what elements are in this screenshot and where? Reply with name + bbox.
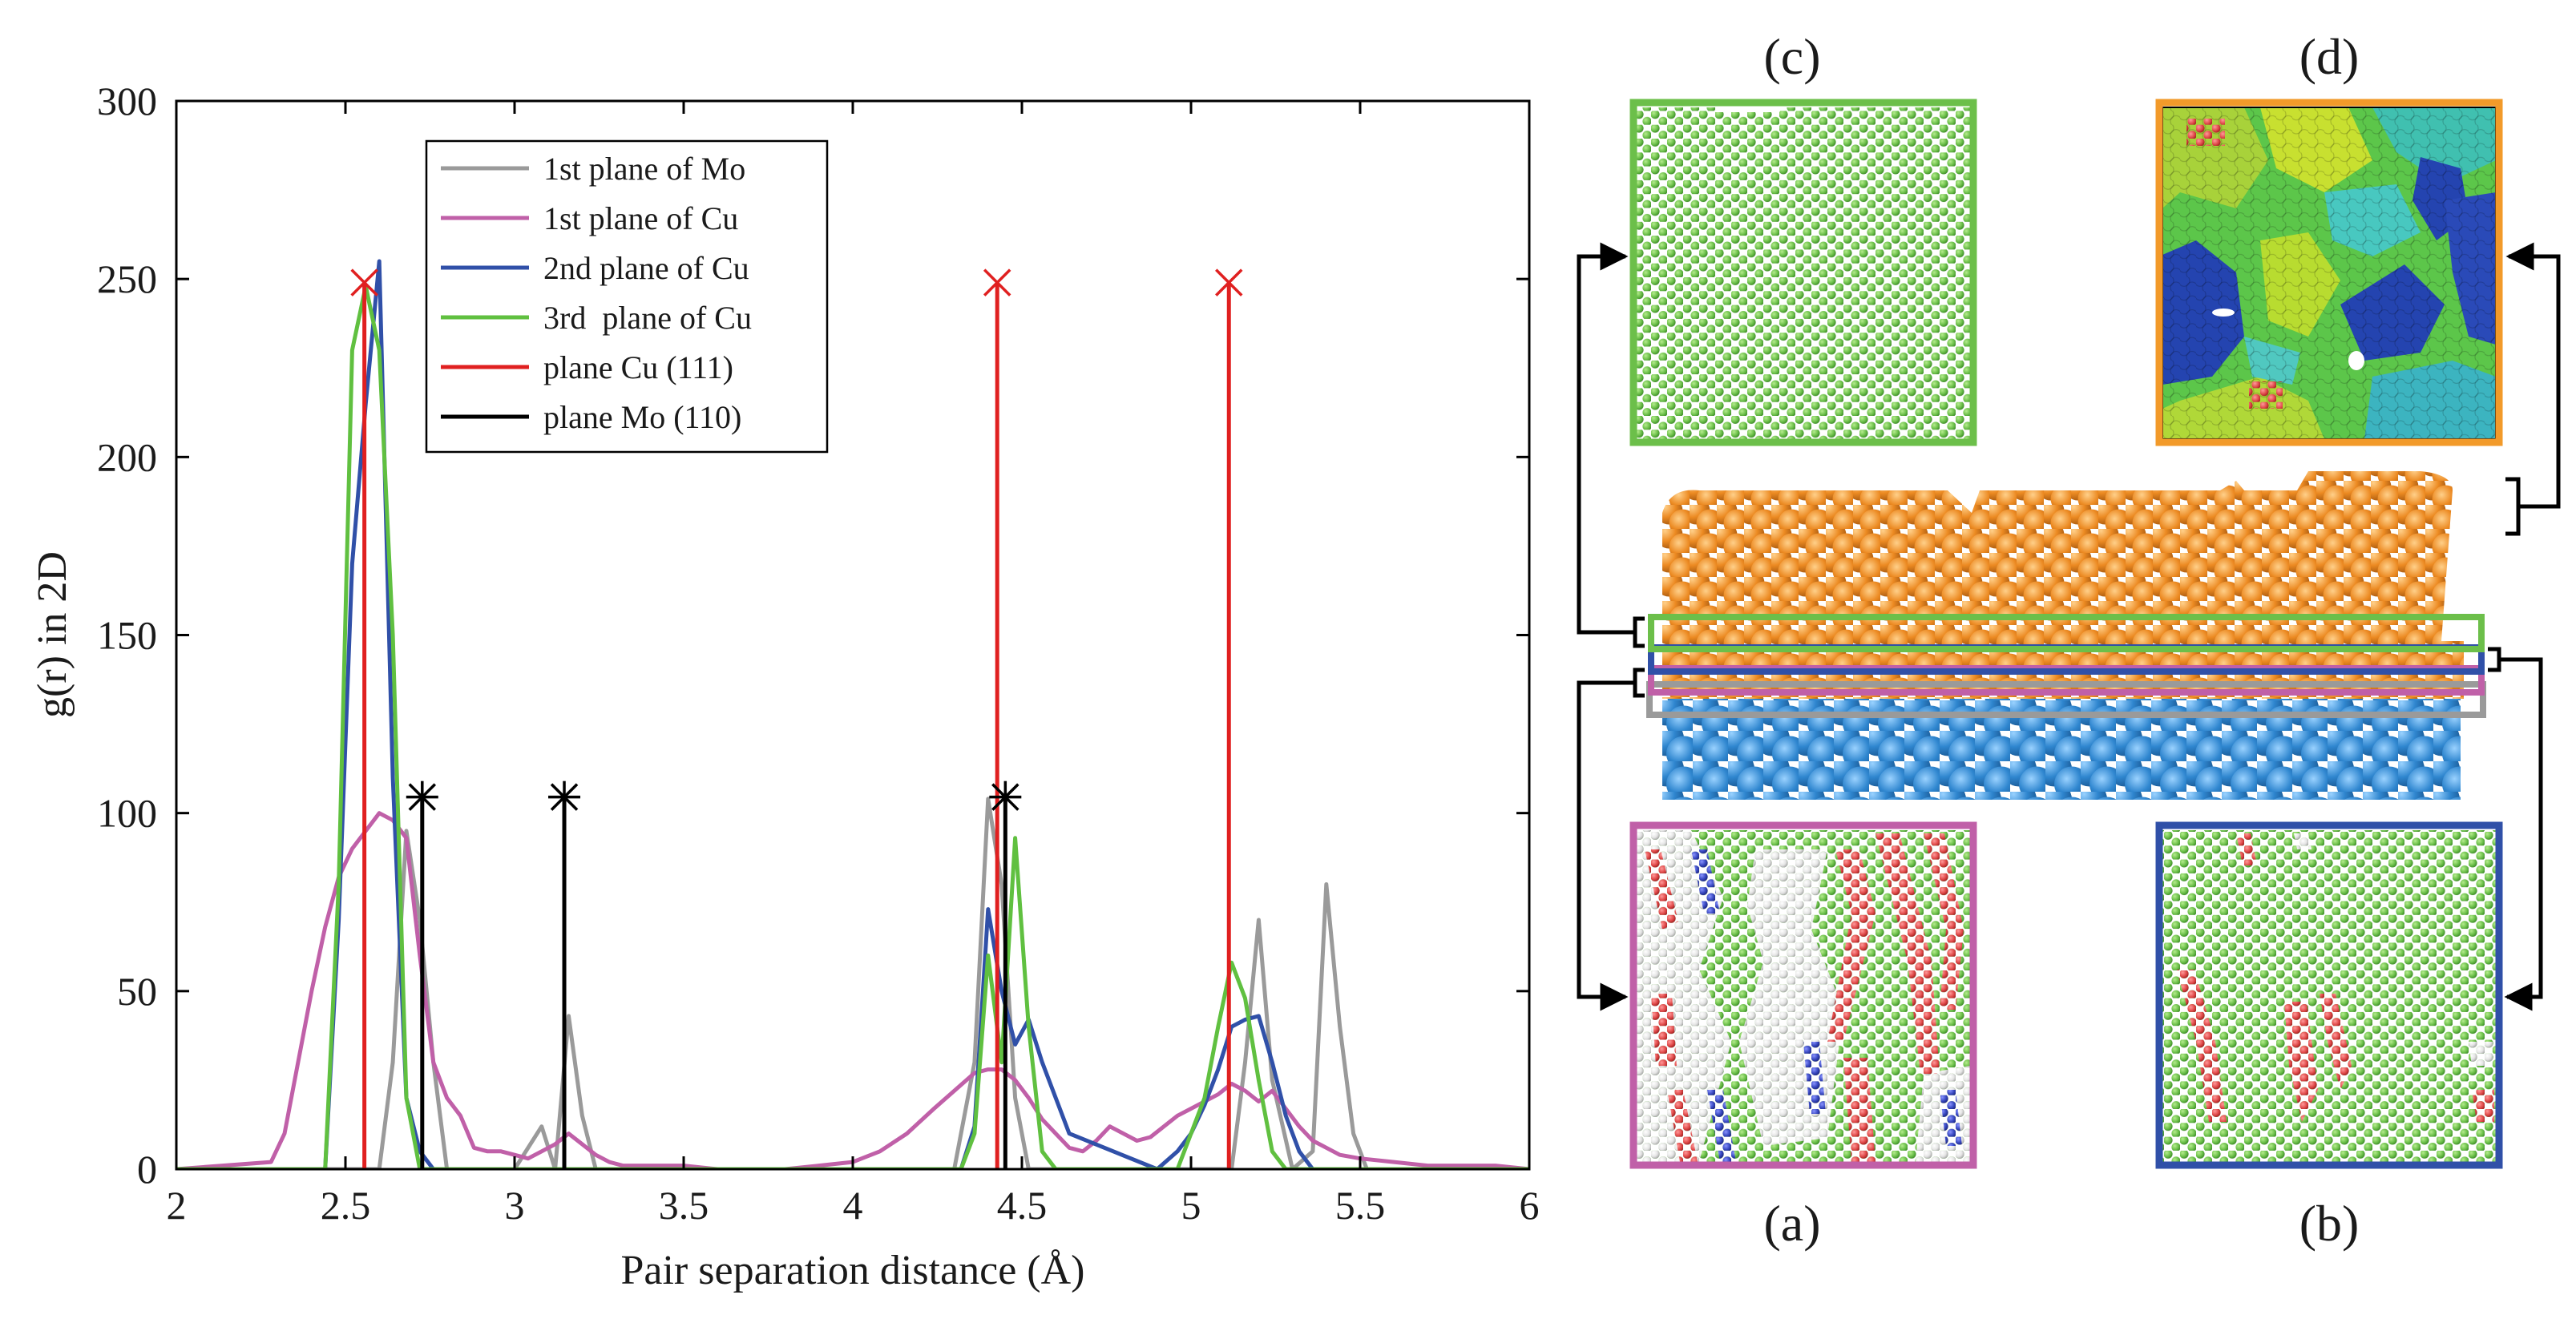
legend-label: 1st plane of Mo [543, 151, 745, 187]
y-tick-label: 50 [117, 969, 157, 1014]
series-line-1st-plane-of-cu [176, 811, 1529, 1169]
panel-c-third-plane [1629, 96, 1977, 446]
y-tick-label: 300 [97, 79, 157, 123]
x-tick-label: 5 [1181, 1183, 1201, 1228]
panel-label-d: (d) [2299, 28, 2360, 85]
legend-entry: 2nd plane of Cu [441, 250, 749, 286]
x-tick-label: 3 [505, 1183, 525, 1228]
y-tick-label: 200 [97, 434, 157, 479]
structure-panels: (c) (d) (a) (b) [1577, 28, 2561, 1252]
legend-entries: 1st plane of Mo 1st plane of Cu 2nd plane … [441, 151, 752, 435]
legend-label: 2nd plane of Cu [543, 250, 749, 286]
x-tick-label: 4 [843, 1183, 863, 1228]
x-tick-label: 3.5 [659, 1183, 709, 1228]
panel-a-frame [1629, 821, 1977, 1169]
series-line-2nd-plane-of-cu [176, 259, 1529, 1169]
legend-entry: plane Cu (111) [441, 349, 733, 385]
legend-label: 1st plane of Cu [543, 200, 738, 236]
gr-chart: 2 2.5 3 3.5 4 4.5 5 5.5 6 0 50 100 150 200 250 300 Pair… [30, 79, 1540, 1293]
y-tick-label: 100 [97, 791, 157, 836]
legend-entry: 1st plane of Mo [441, 151, 745, 187]
x-tick-label: 5.5 [1335, 1183, 1386, 1228]
panel-b-frame [2155, 821, 2503, 1169]
y-tick-label: 150 [97, 613, 157, 658]
x-tick-label: 4.5 [997, 1183, 1048, 1228]
legend-entry: 1st plane of Cu [441, 200, 738, 236]
stem-marker [983, 268, 1011, 296]
legend-label: 3rd plane of Cu [543, 300, 752, 336]
legend-entry: plane Mo (110) [441, 399, 741, 435]
x-tick-label: 2.5 [321, 1183, 371, 1228]
series-line-3rd-plane-of-cu [176, 284, 1529, 1169]
stem-plane-mo-110 [989, 781, 1022, 1169]
panel-a-first-plane [1629, 821, 1977, 1169]
slab-outline-cu3 [1648, 614, 2485, 652]
stem-layer [350, 268, 1243, 1169]
stem-plane-cu-111 [983, 268, 1011, 1169]
panel-label-c: (c) [1763, 28, 1820, 85]
stem-marker [1215, 268, 1243, 296]
x-axis-label: Pair separation distance (Å) [620, 1248, 1084, 1293]
y-tick-label: 250 [97, 256, 157, 301]
x-tick-label: 2 [167, 1183, 187, 1228]
panel-b-second-plane [2155, 821, 2503, 1169]
legend: 1st plane of Mo 1st plane of Cu 2nd plane … [425, 139, 829, 454]
panel-label-a: (a) [1763, 1195, 1820, 1252]
y-tick-label: 0 [137, 1147, 157, 1192]
interface-slab [1646, 471, 2486, 800]
panel-label-b: (b) [2299, 1195, 2360, 1252]
panel-c-frame [1629, 99, 1977, 446]
stem-plane-mo-110 [548, 781, 581, 1169]
stem-marker [350, 268, 378, 296]
y-axis-label: g(r) in 2D [30, 551, 75, 718]
legend-label: plane Cu (111) [543, 349, 733, 385]
legend-label: plane Mo (110) [543, 399, 741, 435]
connectors [1577, 242, 2561, 1011]
tick-layer: 2 2.5 3 3.5 4 4.5 5 5.5 6 0 50 100 150 200 250 300 [97, 79, 1540, 1228]
stem-plane-cu-111 [350, 268, 378, 1169]
legend-entry: 3rd plane of Cu [441, 300, 752, 336]
series-layer [176, 259, 1529, 1169]
legend-box [425, 139, 829, 454]
stem-plane-cu-111 [1215, 268, 1243, 1169]
series-line-1st-plane-of-mo [176, 797, 1529, 1169]
slab-outline-mo-top [1646, 681, 2486, 718]
x-tick-label: 6 [1520, 1183, 1540, 1228]
stem-plane-mo-110 [406, 781, 438, 1169]
panel-d-grain-map [2155, 99, 2503, 446]
panel-d-frame [2155, 99, 2503, 446]
